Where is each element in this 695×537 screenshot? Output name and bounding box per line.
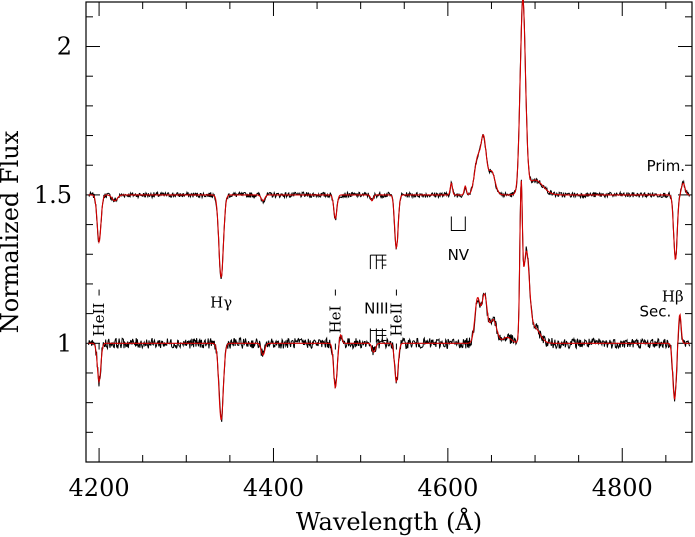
component-label: Prim.	[647, 157, 686, 175]
line-id-label: Hβ	[662, 288, 684, 306]
y-tick-label: 2	[57, 33, 72, 61]
line-id-label: HeI	[326, 306, 344, 334]
line-id-label: HeII	[387, 303, 405, 337]
x-tick-label: 4600	[417, 474, 478, 502]
observed-spectrum-line	[88, 0, 691, 280]
x-tick-label: 4200	[69, 474, 130, 502]
component-label: Sec.	[639, 303, 671, 321]
nv-bracket	[450, 216, 466, 232]
model-spectrum-line	[88, 180, 690, 421]
observed-spectrum-line	[88, 179, 691, 422]
line-id-label: HeII	[90, 303, 108, 337]
series-group: Prim. Sec.	[88, 0, 691, 422]
line-id-label: NV	[448, 246, 470, 264]
y-tick-label: 1	[57, 329, 72, 357]
line-id-label: NIII	[364, 300, 389, 318]
x-axis-label: Wavelength (Å)	[296, 507, 482, 536]
line-id-label: Hγ	[210, 294, 232, 312]
y-axis-label: Normalized Flux	[0, 130, 24, 333]
y-tick-label: 1.5	[34, 181, 72, 209]
x-tick-label: 4800	[592, 474, 653, 502]
x-tick-label: 4400	[243, 474, 304, 502]
plot-frame	[85, 1, 693, 463]
y-axis: 11.52	[34, 16, 692, 433]
plot-area	[85, 1, 693, 463]
x-axis: 4200 4400 4600 4800	[69, 2, 667, 502]
model-spectrum-line	[88, 0, 690, 278]
